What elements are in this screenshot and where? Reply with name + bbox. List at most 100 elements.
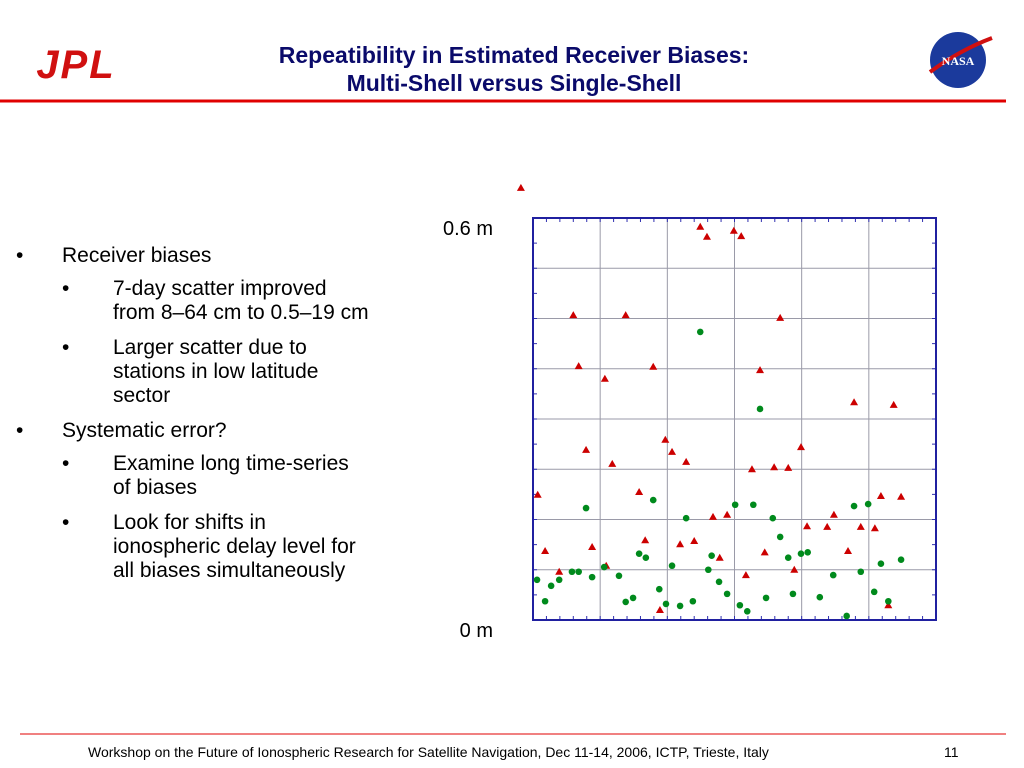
point	[870, 588, 878, 596]
point	[574, 362, 583, 370]
point	[689, 597, 697, 605]
sub-bullet-text: from 8–64 cm to 0.5–19 cm	[113, 301, 369, 324]
point	[682, 514, 690, 522]
point	[729, 226, 738, 234]
sub-bullet-text: 7-day scatter improved	[113, 277, 327, 300]
point	[804, 549, 812, 556]
point	[790, 565, 799, 573]
point	[662, 600, 670, 608]
jpl-logo: JPL	[36, 43, 115, 87]
footer-text: Workshop on the Future of Ionospheric Re…	[88, 744, 769, 760]
point	[897, 556, 905, 563]
sub-bullet-text: ionospheric delay level for	[113, 535, 356, 558]
point	[708, 552, 715, 559]
point	[715, 553, 724, 561]
point	[844, 546, 853, 554]
point	[568, 568, 576, 576]
point	[743, 607, 751, 615]
point	[760, 548, 769, 556]
point	[541, 546, 550, 554]
point	[850, 502, 858, 510]
point	[682, 457, 691, 465]
point	[615, 572, 623, 580]
point	[756, 405, 764, 413]
point	[737, 232, 746, 240]
point	[621, 311, 630, 319]
point	[776, 533, 784, 541]
sub-bullet-mark: •	[62, 277, 69, 300]
point	[857, 568, 865, 576]
point	[642, 554, 650, 561]
point	[784, 554, 792, 561]
bullet-mark: •	[16, 419, 23, 442]
point	[600, 563, 608, 571]
point	[655, 585, 663, 593]
point	[555, 567, 564, 575]
point	[797, 550, 805, 557]
point	[600, 374, 609, 382]
nasa-text: NASA	[942, 54, 975, 68]
point	[897, 492, 906, 500]
point	[690, 536, 699, 544]
point	[736, 601, 744, 609]
point	[803, 522, 812, 530]
title-line: Multi-Shell versus Single-Shell	[347, 70, 682, 96]
point	[885, 597, 892, 605]
title-line: Repeatibility in Estimated Receiver Bias…	[279, 42, 749, 68]
point	[608, 459, 617, 467]
point	[635, 488, 644, 496]
plot-frame	[532, 217, 937, 621]
point	[715, 578, 723, 586]
point	[876, 492, 885, 500]
point	[582, 445, 591, 453]
sub-bullet-mark: •	[62, 452, 69, 475]
point	[709, 512, 718, 520]
sub-bullet-text: all biases simultaneously	[113, 559, 346, 582]
point	[856, 522, 865, 530]
point	[762, 594, 770, 602]
point	[676, 602, 684, 610]
point	[823, 522, 832, 530]
y-tick-label: 0 m	[460, 620, 493, 642]
bullet-text: Systematic error?	[62, 419, 227, 442]
point	[668, 562, 676, 570]
point	[747, 465, 756, 473]
point	[635, 550, 643, 557]
sub-bullet-text: of biases	[113, 476, 197, 499]
point	[843, 612, 850, 620]
point	[829, 571, 837, 579]
point	[641, 536, 650, 544]
point	[696, 222, 705, 230]
point	[877, 560, 885, 568]
point	[829, 510, 838, 518]
point	[756, 366, 765, 374]
jpl-logo-bg	[22, 44, 130, 84]
point	[555, 576, 563, 584]
point	[655, 605, 664, 613]
point	[622, 598, 629, 606]
point	[870, 524, 879, 532]
point	[889, 400, 898, 408]
point	[723, 510, 732, 518]
point	[541, 597, 549, 605]
point	[864, 500, 872, 508]
point	[784, 463, 793, 471]
point	[569, 311, 578, 319]
nasa-swoosh	[928, 36, 993, 74]
point	[533, 576, 541, 584]
sub-bullet-mark: •	[62, 336, 69, 359]
sub-bullet-text: Larger scatter due to	[113, 336, 307, 359]
point	[575, 568, 582, 576]
sub-bullet-text: stations in low latitude	[113, 360, 318, 383]
point	[547, 582, 555, 590]
point	[582, 504, 590, 512]
point	[588, 573, 596, 581]
point	[649, 362, 658, 370]
point	[629, 594, 637, 602]
point	[588, 542, 597, 550]
point	[769, 514, 777, 522]
point	[796, 443, 805, 451]
point	[668, 447, 677, 455]
